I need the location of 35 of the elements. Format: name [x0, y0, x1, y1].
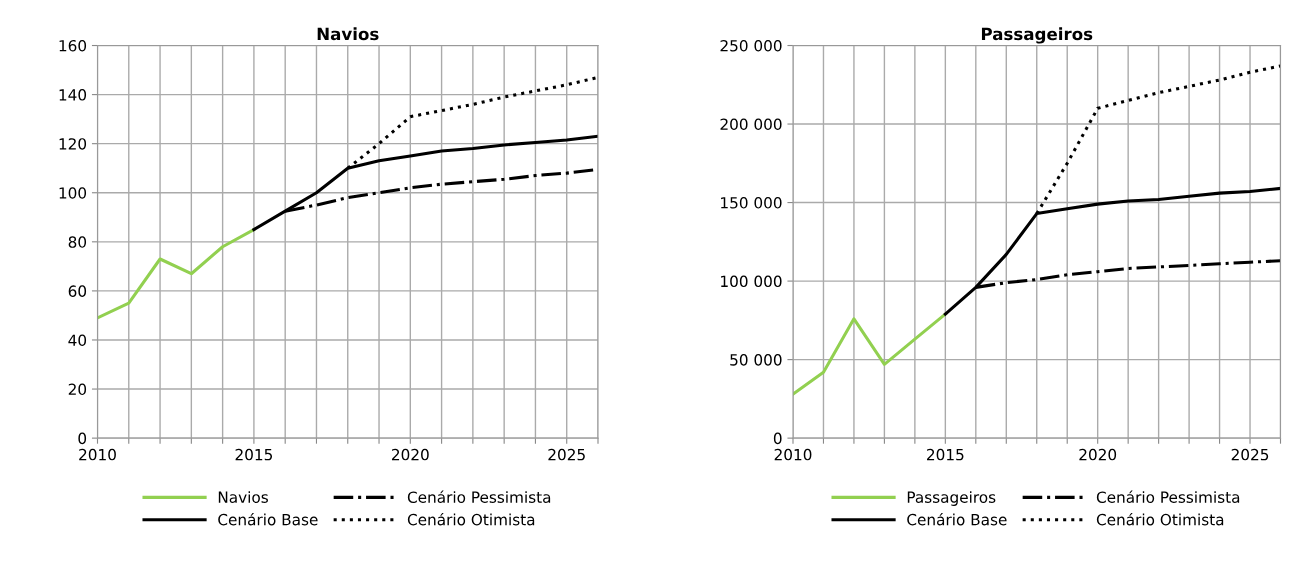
legend-label: Passageiros — [907, 491, 996, 506]
legend-label: Cenário Base — [907, 512, 1007, 526]
x-tick-label: 2015 — [927, 448, 964, 461]
x-tick-label: 2025 — [548, 448, 585, 461]
x-tick-label: 2015 — [235, 448, 273, 461]
legend-label: Cenário Base — [218, 512, 318, 526]
x-tick-label: 2020 — [391, 448, 429, 461]
y-tick-label: 0 — [78, 432, 87, 445]
y-tick-label: 100 000 — [721, 275, 782, 288]
line-series — [793, 312, 947, 396]
legend-label: Cenário Otimista — [1096, 512, 1224, 526]
line-series — [97, 228, 256, 320]
legend-label: Cenário Pessimista — [1096, 490, 1240, 503]
legend-label: Cenário Pessimista — [407, 490, 551, 503]
y-tick-label: 160 — [59, 39, 87, 52]
chart-title: Passageiros — [981, 27, 1093, 44]
x-tick-label: 2020 — [1079, 448, 1117, 461]
y-tick-label: 100 — [59, 187, 87, 199]
y-tick-label: 0 — [773, 432, 782, 445]
x-tick-label: 2010 — [79, 448, 116, 461]
y-tick-label: 120 — [59, 138, 87, 150]
x-tick-label: 2025 — [1231, 448, 1269, 461]
y-tick-label: 40 — [68, 334, 87, 346]
legend-label: Cenário Otimista — [407, 512, 535, 526]
y-tick-label: 250 000 — [720, 39, 782, 52]
chart-title: Navios — [317, 27, 379, 41]
y-tick-label: 80 — [68, 236, 87, 248]
y-tick-label: 150 000 — [721, 197, 782, 209]
y-tick-label: 200 000 — [720, 118, 782, 131]
x-tick-label: 2010 — [774, 448, 812, 461]
y-tick-label: 140 — [59, 89, 87, 101]
y-tick-label: 20 — [68, 383, 87, 396]
y-tick-label: 50 000 — [730, 354, 782, 366]
legend-label: Navios — [218, 491, 268, 503]
y-tick-label: 60 — [68, 285, 87, 297]
